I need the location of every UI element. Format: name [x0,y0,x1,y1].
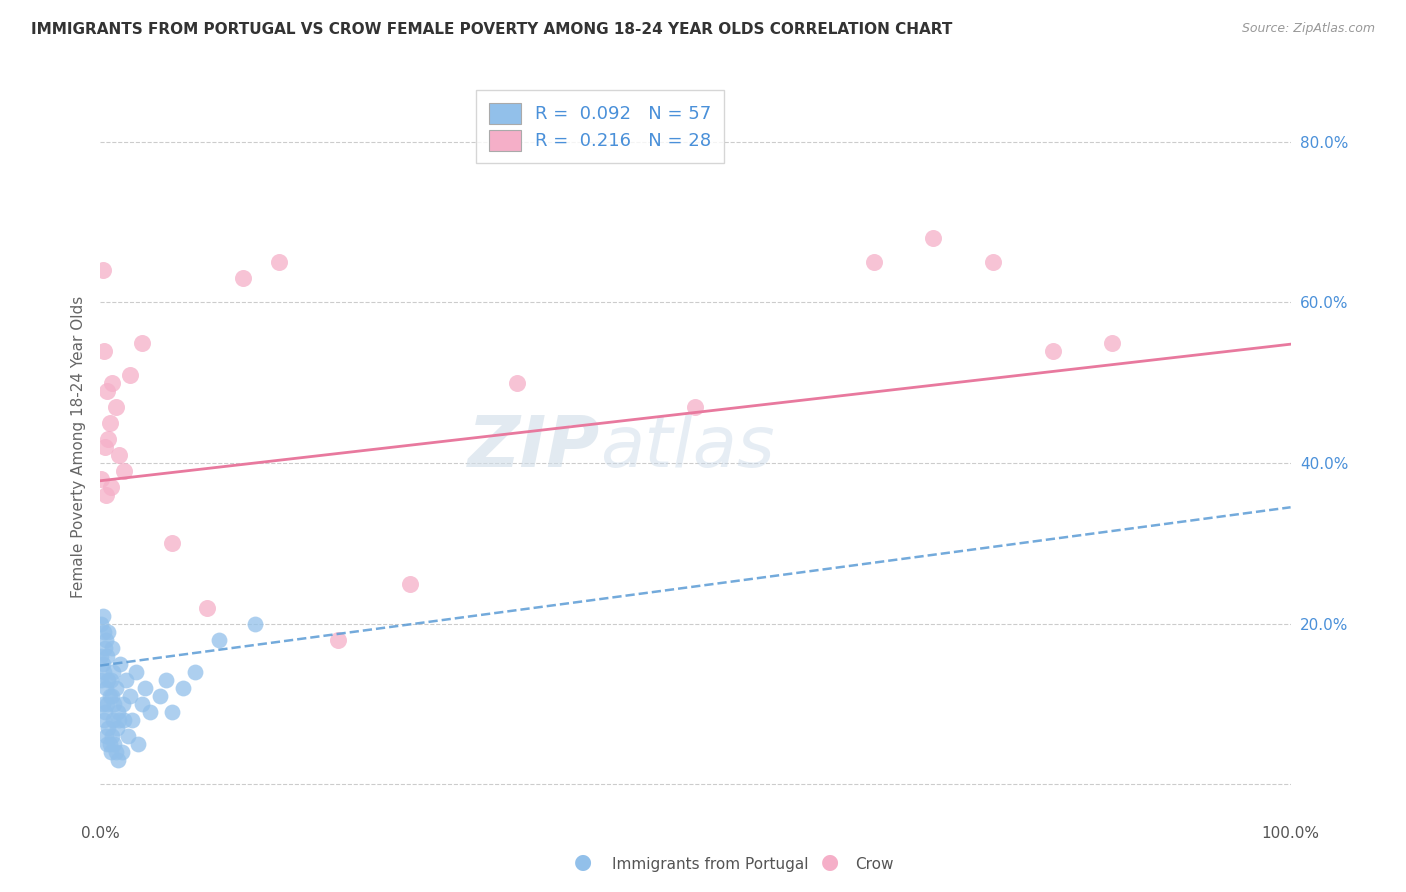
Text: ZIP: ZIP [468,412,600,482]
Point [91,608,114,623]
Point [98,737,121,751]
Text: ●: ● [575,853,592,872]
Point [243,616,266,631]
Point [117,729,139,743]
Point [101,729,124,743]
Point [139,705,162,719]
Point [134,681,156,695]
Point [685,400,707,414]
Point [118,689,141,703]
Legend: R =  0.092   N = 57, R =  0.216   N = 28: R = 0.092 N = 57, R = 0.216 N = 28 [475,90,724,163]
Point [94,488,117,502]
Point [94,640,117,655]
Point [101,640,124,655]
Text: ●: ● [821,853,838,872]
Point [93,343,115,358]
Point [922,231,945,245]
Point [93,665,115,679]
Text: IMMIGRANTS FROM PORTUGAL VS CROW FEMALE POVERTY AMONG 18-24 YEAR OLDS CORRELATIO: IMMIGRANTS FROM PORTUGAL VS CROW FEMALE … [31,22,952,37]
Point [125,665,148,679]
Point [100,480,122,494]
Point [96,697,118,711]
Point [91,697,114,711]
Point [98,689,121,703]
Point [107,753,129,767]
Point [103,665,125,679]
Text: Crow: Crow [855,857,893,872]
Point [149,689,172,703]
Point [172,681,194,695]
Point [97,624,120,639]
Point [160,536,183,550]
Point [398,576,420,591]
Point [100,673,122,687]
Point [98,416,121,430]
Y-axis label: Female Poverty Among 18-24 Year Olds: Female Poverty Among 18-24 Year Olds [72,296,86,599]
Point [94,729,117,743]
Point [195,600,218,615]
Point [101,376,124,390]
Point [108,448,131,462]
Text: Source: ZipAtlas.com: Source: ZipAtlas.com [1241,22,1375,36]
Point [90,472,112,486]
Point [97,673,120,687]
Point [1042,343,1064,358]
Point [112,713,135,727]
Point [131,697,153,711]
Point [160,705,183,719]
Point [94,440,117,454]
Point [104,400,127,414]
Point [97,432,120,446]
Point [506,376,529,390]
Point [105,721,128,735]
Point [103,737,125,751]
Point [94,681,117,695]
Point [96,648,118,663]
Point [155,673,177,687]
Point [90,616,112,631]
Point [110,745,132,759]
Point [103,697,125,711]
Point [110,657,132,671]
Point [96,737,118,751]
Point [91,263,114,277]
Point [104,681,127,695]
Point [90,648,112,663]
Point [118,368,141,382]
Point [115,673,138,687]
Point [121,713,143,727]
Point [97,721,120,735]
Point [91,657,114,671]
Point [94,632,117,647]
Point [111,697,134,711]
Point [267,255,290,269]
Point [328,632,350,647]
Point [232,271,254,285]
Point [96,384,118,398]
Point [93,713,115,727]
Point [1101,335,1123,350]
Point [131,335,153,350]
Point [112,464,135,478]
Point [107,705,129,719]
Text: Immigrants from Portugal: Immigrants from Portugal [612,857,808,872]
Point [208,632,231,647]
Point [90,673,112,687]
Point [100,745,122,759]
Point [104,745,127,759]
Point [103,713,125,727]
Point [863,255,886,269]
Point [981,255,1004,269]
Point [127,737,149,751]
Point [108,713,131,727]
Point [93,624,115,639]
Point [94,705,117,719]
Point [184,665,207,679]
Text: atlas: atlas [600,412,775,482]
Point [101,689,124,703]
